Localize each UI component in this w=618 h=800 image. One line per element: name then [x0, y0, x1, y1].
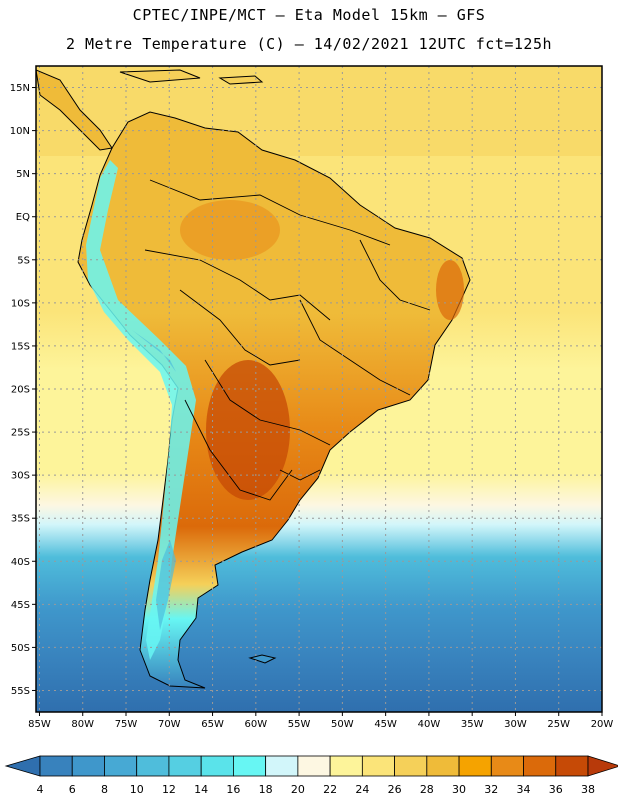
hot-core-northeast	[436, 260, 464, 320]
lat-label: 5N	[16, 169, 30, 180]
colorbar-label: 12	[162, 783, 176, 796]
graticule	[36, 66, 603, 712]
colorbar-label: 26	[388, 783, 402, 796]
andes-coldest-band	[132, 330, 176, 630]
colorbar-label: 4	[37, 783, 44, 796]
hot-core-amazon	[180, 200, 280, 260]
colorbar-swatch	[136, 755, 170, 777]
colorbar-label: 20	[291, 783, 305, 796]
colorbar-swatch	[168, 755, 202, 777]
lon-label: 75W	[115, 719, 138, 730]
colorbar-label: 16	[226, 783, 240, 796]
lon-label: 65W	[201, 719, 224, 730]
colorbar-label: 10	[130, 783, 144, 796]
colorbar-swatch	[104, 755, 138, 777]
colorbar-label: 22	[323, 783, 337, 796]
lon-label: 85W	[28, 719, 51, 730]
colorbar-swatch	[39, 755, 73, 777]
colorbar-label: 14	[194, 783, 208, 796]
lon-label: 45W	[374, 719, 397, 730]
lat-label: 25S	[11, 428, 30, 439]
lat-label: 55S	[11, 686, 30, 697]
lon-label: 40W	[418, 719, 441, 730]
lat-label: 15N	[10, 83, 30, 94]
lat-label: 20S	[11, 385, 30, 396]
lat-label: EQ	[16, 212, 30, 223]
lat-label: 10N	[10, 126, 30, 137]
lat-label: 5S	[17, 255, 30, 266]
colorbar-swatch	[71, 755, 105, 777]
colorbar-label: 28	[420, 783, 434, 796]
colorbar-low-arrow	[4, 755, 41, 777]
colorbar-high-arrow	[587, 755, 618, 777]
colorbar-label: 36	[549, 783, 563, 796]
colorbar-swatch	[297, 755, 331, 777]
colorbar-label: 8	[101, 783, 108, 796]
falkland-islands	[248, 654, 277, 664]
colorbar-swatch	[329, 755, 363, 777]
andes-cold-band	[86, 160, 196, 660]
colorbar-swatch	[555, 755, 589, 777]
colorbar	[4, 755, 618, 777]
lon-label: 20W	[591, 719, 614, 730]
lon-label: 60W	[245, 719, 268, 730]
colorbar-label: 34	[517, 783, 531, 796]
lon-label: 35W	[461, 719, 484, 730]
colorbar-label: 30	[452, 783, 466, 796]
country-borders	[144, 179, 431, 501]
caribbean-islands	[119, 69, 264, 85]
colorbar-swatch	[200, 755, 234, 777]
central-america-land	[36, 69, 113, 151]
map-title-line-2: 2 Metre Temperature (C) – 14/02/2021 12U…	[65, 35, 553, 53]
colorbar-label: 38	[581, 783, 595, 796]
colorbar-swatch	[458, 755, 492, 777]
colorbar-label: 24	[355, 783, 369, 796]
lat-label: 10S	[11, 298, 30, 309]
colorbar-label: 18	[259, 783, 273, 796]
lon-label: 25W	[547, 719, 570, 730]
colorbar-swatch	[233, 755, 267, 777]
colorbar-swatch	[426, 755, 460, 777]
lon-label: 50W	[331, 719, 354, 730]
colorbar-label: 6	[69, 783, 76, 796]
colorbar-swatch	[361, 755, 395, 777]
lat-label: 35S	[11, 514, 30, 525]
colorbar-label: 32	[484, 783, 498, 796]
map-title-line-1: CPTEC/INPE/MCT – Eta Model 15km – GFS	[132, 6, 486, 24]
lon-label: 70W	[158, 719, 181, 730]
colorbar-swatch	[523, 755, 557, 777]
lat-label: 15S	[11, 341, 30, 352]
longitude-labels: 85W 80W 75W 70W 65W 60W 55W 50W 45W 40W 35W 30W 25W 2…	[28, 712, 613, 730]
lon-label: 55W	[288, 719, 311, 730]
colorbar-swatch	[490, 755, 524, 777]
lat-label: 30S	[11, 471, 30, 482]
colorbar-labels: 4 6 8 10 12 14 16 18 20 22 24 26 28 30 32 34 36 38	[37, 783, 596, 796]
lon-label: 30W	[504, 719, 527, 730]
latitude-labels: 15N 10N 5N EQ 5S 10S 15S 20S 25S 30S 35S 40S 45S 50S 5…	[10, 83, 36, 697]
lat-label: 50S	[11, 643, 30, 654]
lat-label: 45S	[11, 600, 30, 611]
colorbar-swatch	[394, 755, 428, 777]
lon-label: 80W	[71, 719, 94, 730]
lat-label: 40S	[11, 557, 30, 568]
colorbar-swatch	[265, 755, 299, 777]
